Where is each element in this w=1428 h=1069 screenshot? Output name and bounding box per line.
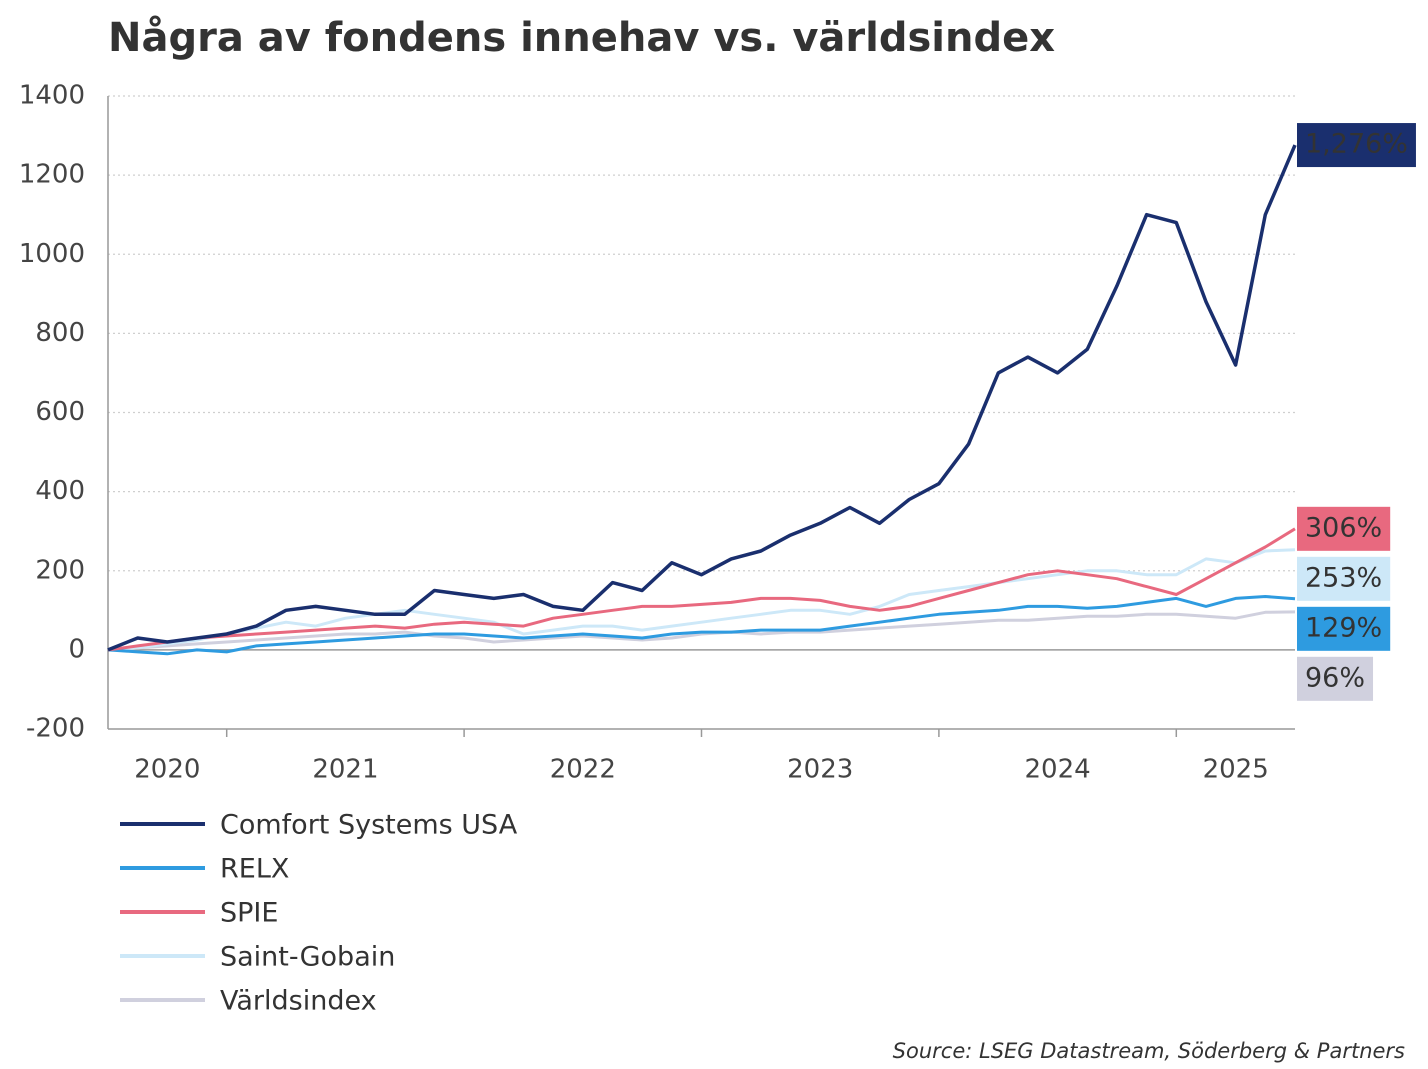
end-label-box [1297, 656, 1374, 701]
legend-label: Saint-Gobain [220, 942, 395, 973]
x-tick-label: 2022 [550, 755, 616, 785]
x-tick-label: 2020 [134, 755, 200, 785]
y-tick-label: 0 [68, 634, 85, 664]
end-label-box [1297, 506, 1391, 551]
y-tick-label: 1400 [19, 81, 85, 111]
series-line [107, 527, 1296, 652]
end-label: 96% [1305, 662, 1365, 693]
end-label: 1,276% [1305, 129, 1408, 160]
end-label: 129% [1305, 612, 1382, 643]
source-note: Source: LSEG Datastream, Söderberg & Par… [893, 1039, 1405, 1063]
series-line [107, 144, 1297, 652]
series-line [107, 595, 1296, 656]
y-tick-label: -200 [26, 714, 85, 744]
y-tick-label: 200 [35, 555, 85, 585]
y-tick-label: 800 [35, 318, 85, 348]
end-label: 253% [1305, 562, 1382, 593]
end-label-box [1297, 556, 1391, 601]
y-tick-label: 600 [35, 397, 85, 427]
end-label: 306% [1305, 512, 1382, 543]
y-tick-label: 1200 [19, 160, 85, 190]
chart-title: Några av fondens innehav vs. världsindex [108, 14, 1055, 61]
legend-label: Världsindex [220, 986, 377, 1017]
y-tick-label: 1000 [19, 239, 85, 269]
end-label-box [1297, 123, 1416, 168]
legend-label: SPIE [220, 898, 278, 929]
x-tick-label: 2025 [1203, 755, 1269, 785]
legend-label: Comfort Systems USA [220, 810, 518, 841]
x-tick-label: 2021 [312, 755, 378, 785]
x-tick-label: 2023 [787, 755, 853, 785]
legend-label: RELX [220, 854, 289, 885]
x-tick-label: 2024 [1025, 755, 1091, 785]
series-line [107, 548, 1296, 652]
end-label-box [1297, 606, 1391, 651]
series-line [107, 610, 1296, 652]
y-tick-label: 400 [35, 476, 85, 506]
